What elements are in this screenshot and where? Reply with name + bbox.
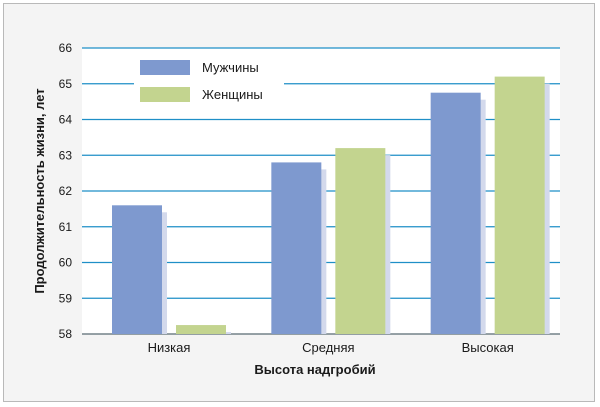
y-tick-label: 59 [59, 291, 73, 305]
bar-men-1 [271, 162, 322, 334]
y-tick-label: 64 [59, 113, 73, 127]
bar-men-0 [112, 205, 162, 334]
y-tick-labels: 58 59 60 61 62 63 64 65 66 [59, 41, 73, 341]
legend-label: Мужчины [202, 60, 259, 75]
legend-swatch [140, 60, 190, 75]
y-tick-label: 58 [59, 327, 73, 341]
y-tick-label: 65 [59, 77, 73, 91]
bars [112, 76, 550, 334]
bar-women-0 [176, 325, 226, 334]
x-axis-title: Высота надгробий [254, 362, 375, 377]
bar-men-2 [430, 92, 481, 334]
y-tick-label: 63 [59, 148, 73, 162]
y-tick-label: 66 [59, 41, 73, 55]
x-tick-label: Низкая [148, 340, 191, 355]
legend-swatch [140, 87, 190, 102]
y-tick-label: 61 [59, 220, 73, 234]
legend: Мужчины Женщины [134, 54, 284, 108]
legend-label: Женщины [202, 87, 263, 102]
x-tick-labels: Низкая Средняя Высокая [148, 340, 514, 355]
y-tick-label: 60 [59, 256, 73, 270]
x-tick-label: Высокая [462, 340, 514, 355]
bar-women-2 [494, 76, 545, 334]
y-axis-title: Продолжительность жизни, лет [32, 88, 47, 293]
x-tick-label: Средняя [302, 340, 354, 355]
y-tick-label: 62 [59, 184, 73, 198]
bar-women-1 [335, 148, 386, 334]
